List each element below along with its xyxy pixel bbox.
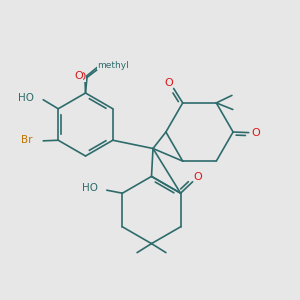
Text: methyl: methyl xyxy=(97,61,128,70)
Text: O: O xyxy=(164,78,173,88)
Text: HO: HO xyxy=(82,183,98,193)
Text: O: O xyxy=(74,71,83,81)
Text: O: O xyxy=(251,128,260,138)
Text: Br: Br xyxy=(21,135,33,145)
Text: HO: HO xyxy=(18,93,34,103)
Text: O: O xyxy=(194,172,202,182)
Text: O: O xyxy=(77,72,86,82)
